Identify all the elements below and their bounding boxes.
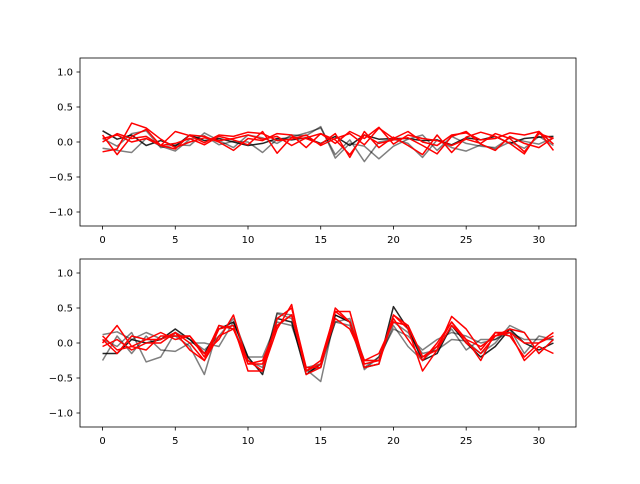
x-tick-label: 5 [172, 436, 178, 447]
series-line-6 [102, 307, 554, 372]
x-tick-label: 15 [314, 436, 327, 447]
x-tick-label: 30 [533, 436, 546, 447]
x-tick-label: 0 [99, 436, 105, 447]
series-line-4 [102, 127, 554, 147]
top-subplot: 0 5 10 15 20 25 30 −1.0 −0.5 0.0 0.5 1.0 [49, 57, 577, 246]
x-tick-label: 15 [314, 235, 327, 246]
y-tick-label: −1.0 [49, 208, 73, 219]
x-tick-label: 25 [460, 436, 473, 447]
x-tick-label: 20 [387, 235, 400, 246]
y-tick-label: 0.0 [57, 138, 73, 149]
x-tick-label: 5 [172, 235, 178, 246]
series-line-6 [102, 126, 554, 153]
y-tick-label: −1.0 [49, 409, 73, 420]
y-tick-label: 1.0 [57, 269, 73, 280]
series-line-7 [102, 310, 554, 372]
y-tick-label: 0.5 [57, 304, 73, 315]
x-tick-label: 10 [242, 436, 255, 447]
y-tick-label: 0.0 [57, 339, 73, 350]
bottom-subplot: 0 5 10 15 20 25 30 −1.0 −0.5 0.0 0.5 1.0 [49, 258, 577, 447]
x-tick-label: 30 [533, 235, 546, 246]
x-tick-label: 20 [387, 436, 400, 447]
x-tick-label: 25 [460, 235, 473, 246]
y-tick-label: 1.0 [57, 68, 73, 79]
y-tick-label: −0.5 [49, 374, 73, 385]
x-tick-label: 0 [99, 235, 105, 246]
y-tick-label: −0.5 [49, 173, 73, 184]
y-tick-label: 0.5 [57, 103, 73, 114]
x-tick-label: 10 [242, 235, 255, 246]
